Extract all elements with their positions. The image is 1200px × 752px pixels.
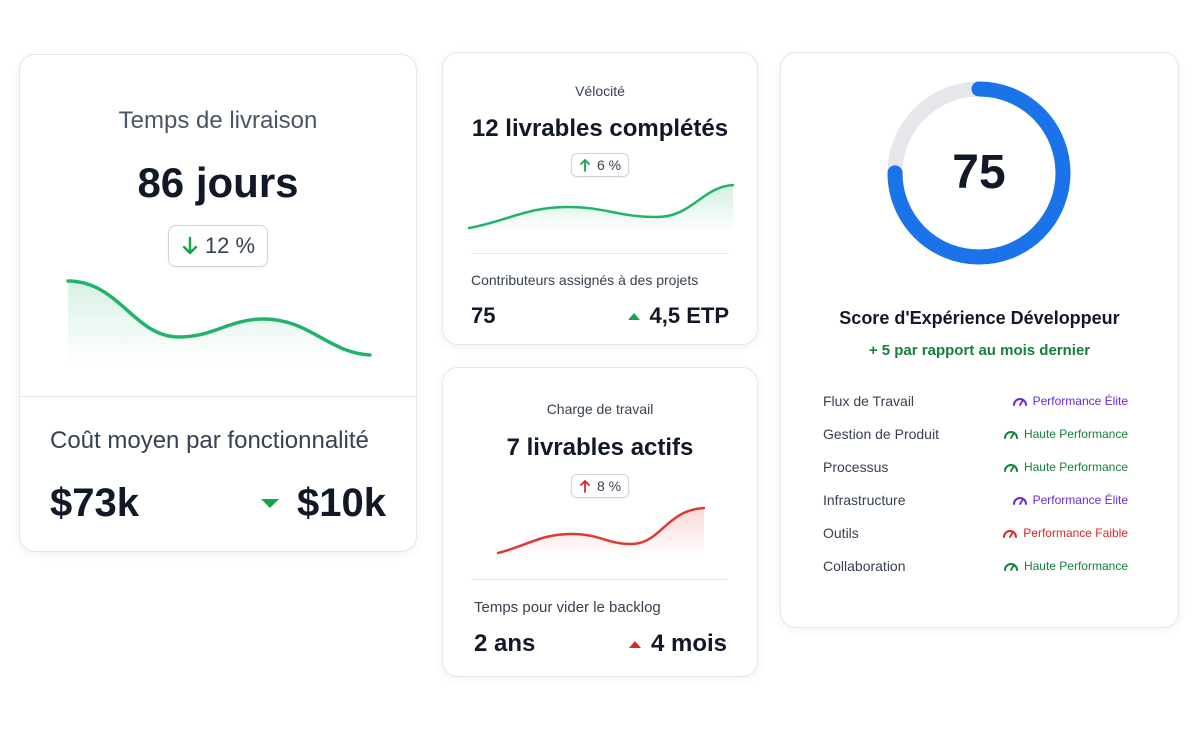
triangle-down-icon (261, 499, 280, 508)
workload-card: Charge de travail 7 livrables actifs 8 %… (442, 367, 758, 677)
performance-row: Collaboration Haute Performance (823, 558, 1128, 574)
velocity-card: Vélocité 12 livrables complétés 6 % Cont… (442, 52, 758, 345)
performance-status: Haute Performance (1023, 460, 1128, 474)
backlog-label: Temps pour vider le backlog (474, 599, 661, 616)
workload-change-value: 8 % (596, 478, 622, 494)
lead-time-title: Temps de livraison (118, 107, 318, 134)
workload-change-badge: 8 % (570, 474, 630, 498)
arrow-up-icon (580, 480, 590, 493)
gauge-icon (1012, 497, 1027, 505)
performance-label: Collaboration (823, 558, 906, 574)
velocity-sparkline (467, 183, 735, 233)
devex-card: 75 Score d'Expérience Développeur + 5 pa… (780, 52, 1179, 628)
velocity-change-badge: 6 % (570, 153, 630, 177)
score-value: 75 (952, 146, 1006, 199)
backlog-value: 2 ans (474, 630, 536, 657)
gauge-icon (1012, 398, 1027, 406)
performance-row: Infrastructure Performance Élite (823, 492, 1128, 508)
performance-row: Processus Haute Performance (823, 459, 1128, 475)
devex-subtitle: + 5 par rapport au mois dernier (868, 342, 1091, 359)
backlog-delta: 4 mois (650, 630, 727, 657)
lead-time-value: 86 jours (137, 159, 299, 206)
gauge-icon (1003, 563, 1018, 571)
performance-row: Flux de Travail Performance Élite (823, 393, 1128, 409)
performance-badge: Haute Performance (1003, 427, 1128, 441)
contributors-delta: 4,5 ETP (649, 303, 729, 328)
triangle-up-icon (627, 312, 640, 320)
gauge-icon (1003, 530, 1018, 538)
devex-title: Score d'Expérience Développeur (839, 308, 1120, 328)
performance-row: Gestion de Produit Haute Performance (823, 426, 1128, 442)
arrow-down-icon (182, 236, 198, 255)
performance-status: Performance Élite (1032, 394, 1128, 408)
workload-label: Charge de travail (546, 401, 654, 417)
performance-badge: Haute Performance (1003, 559, 1128, 573)
score-ring-progress (887, 81, 1071, 265)
performance-label: Flux de Travail (823, 393, 915, 409)
performance-badge: Performance Élite (1012, 493, 1128, 507)
performance-row: Outils Performance Faible (823, 525, 1128, 541)
gauge-icon (1003, 431, 1018, 439)
performance-label: Outils (823, 525, 859, 541)
lead-time-sparkline (66, 279, 372, 365)
performance-status: Haute Performance (1023, 427, 1128, 441)
performance-badge: Performance Élite (1012, 394, 1128, 408)
workload-value: 7 livrables actifs (506, 434, 694, 461)
contributors-label: Contributeurs assignés à des projets (471, 272, 699, 288)
lead-time-card: Temps de livraison 86 jours 12 % Coût mo… (19, 54, 417, 552)
triangle-up-icon (628, 640, 641, 648)
arrow-up-icon (580, 159, 590, 172)
performance-label: Gestion de Produit (823, 426, 939, 442)
performance-status: Performance Faible (1023, 526, 1128, 540)
lead-time-change-badge: 12 % (167, 225, 269, 267)
performance-status: Haute Performance (1023, 559, 1128, 573)
performance-status: Performance Élite (1032, 493, 1128, 507)
score-ring (887, 81, 1071, 265)
performance-label: Infrastructure (823, 492, 906, 508)
cost-delta: $10k (297, 481, 386, 525)
performance-badge: Haute Performance (1003, 460, 1128, 474)
velocity-label: Vélocité (575, 83, 625, 99)
velocity-change-value: 6 % (596, 157, 622, 173)
lead-time-divider (20, 396, 416, 397)
workload-divider (471, 579, 727, 580)
velocity-value: 12 livrables complétés (471, 115, 729, 142)
cost-value: $73k (50, 481, 139, 525)
workload-sparkline (496, 506, 706, 556)
performance-label: Processus (823, 459, 889, 475)
cost-title: Coût moyen par fonctionnalité (50, 427, 369, 454)
contributors-value: 75 (471, 303, 496, 328)
performance-badge: Performance Faible (1002, 526, 1128, 540)
gauge-icon (1003, 464, 1018, 472)
velocity-divider (471, 253, 729, 254)
lead-time-change-value: 12 % (204, 233, 256, 258)
